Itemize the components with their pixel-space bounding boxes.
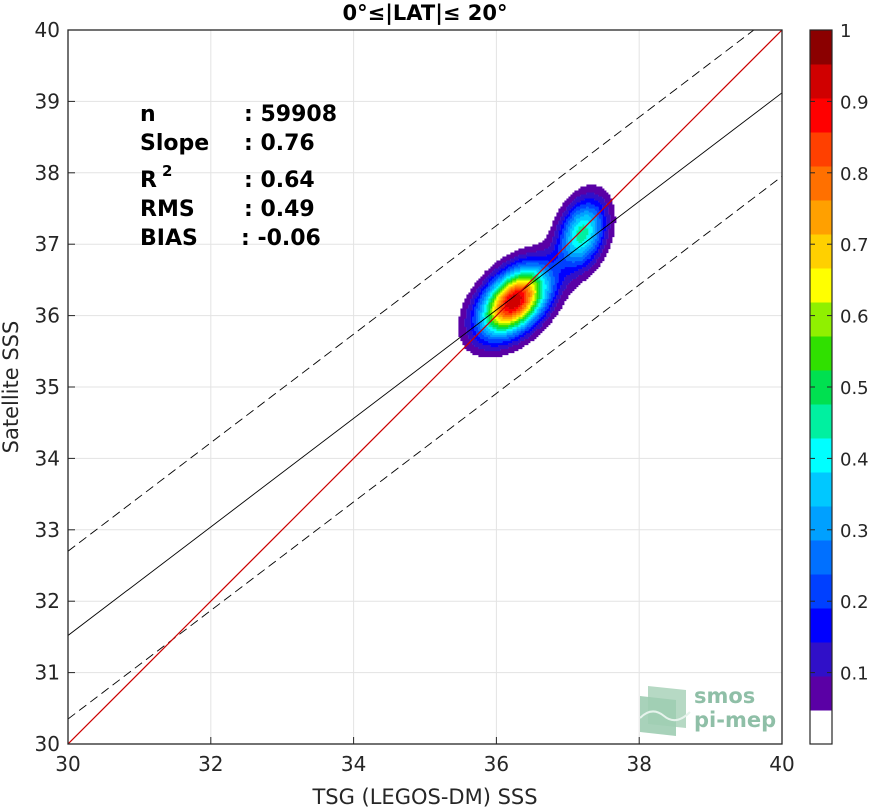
stat-r2-value: : 0.64 xyxy=(244,168,315,193)
stat-slope-value: : 0.76 xyxy=(244,131,315,156)
reference-lines xyxy=(68,30,782,744)
colorbar-swatch xyxy=(810,676,832,711)
density-level-9 xyxy=(486,274,541,330)
stat-n-value: : 59908 xyxy=(244,102,337,127)
stat-n-label: n xyxy=(140,102,156,127)
colorbar-swatch xyxy=(810,642,832,677)
stat-r2-superscript: 2 xyxy=(162,162,172,180)
x-tick-label: 40 xyxy=(769,752,794,776)
colorbar-swatch xyxy=(810,710,832,745)
lower-envelope-line xyxy=(68,176,782,720)
density-level-12 xyxy=(492,280,537,324)
density-level-15 xyxy=(498,286,531,318)
y-tick-label: 36 xyxy=(35,304,60,328)
colorbar-tick-label: 0.8 xyxy=(840,164,869,185)
identity-line xyxy=(68,30,782,744)
logo-line-1: smos xyxy=(694,684,755,708)
colorbar-tick-label: 0.4 xyxy=(840,449,869,470)
colorbar xyxy=(810,30,832,745)
y-tick-label: 34 xyxy=(35,446,60,470)
x-ticks: 30 32 34 36 38 40 xyxy=(55,737,795,776)
density-level-13 xyxy=(494,282,535,322)
colorbar-swatch xyxy=(810,336,832,371)
colorbar-tick-label: 0.5 xyxy=(840,378,869,399)
colorbar-swatch xyxy=(810,98,832,133)
colorbar-tick-label: 0.7 xyxy=(840,235,869,256)
colorbar-tick-label: 0.3 xyxy=(840,521,869,542)
stats-box: n : 59908 Slope : 0.76 R 2 : 0.64 RMS : … xyxy=(140,102,337,251)
stat-rms-value: : 0.49 xyxy=(244,197,315,222)
colorbar-ticks: 0.1 0.2 0.3 0.4 0.5 0.6 0.7 0.8 0.9 1 xyxy=(810,21,869,685)
logo-line-2: pi-mep xyxy=(694,708,776,732)
x-tick-label: 38 xyxy=(626,752,651,776)
colorbar-tick-label: 0.1 xyxy=(840,664,869,685)
colorbar-swatch xyxy=(810,268,832,303)
density-level-1 xyxy=(464,192,611,352)
colorbar-swatch xyxy=(810,540,832,575)
upper-envelope-line xyxy=(68,30,755,552)
y-tick-label: 38 xyxy=(35,161,60,185)
colorbar-swatch xyxy=(810,472,832,507)
x-tick-label: 32 xyxy=(198,752,223,776)
colorbar-swatch xyxy=(810,608,832,643)
colorbar-swatch xyxy=(810,200,832,235)
colorbar-swatch xyxy=(810,132,832,167)
density-level-6 xyxy=(480,214,595,336)
y-tick-label: 37 xyxy=(35,232,60,256)
x-tick-label: 30 xyxy=(55,752,80,776)
chart-title: 0°≤|LAT|≤ 20° xyxy=(342,1,507,26)
y-ticks: 30 31 32 33 34 35 36 37 38 39 40 xyxy=(35,18,75,756)
density-level-10 xyxy=(488,276,539,328)
density-level-16 xyxy=(500,288,527,316)
grid xyxy=(67,29,783,745)
y-tick-label: 31 xyxy=(35,661,60,685)
x-tick-label: 34 xyxy=(341,752,366,776)
y-tick-label: 30 xyxy=(35,732,60,756)
stat-r2-label: R xyxy=(140,168,157,193)
y-tick-label: 40 xyxy=(35,18,60,42)
stat-rms-label: RMS xyxy=(140,197,195,222)
colorbar-tick-label: 0.2 xyxy=(840,592,869,613)
y-tick-label: 35 xyxy=(35,375,60,399)
colorbar-swatch xyxy=(810,404,832,439)
x-tick-label: 36 xyxy=(484,752,509,776)
colorbar-swatch xyxy=(810,64,832,99)
density-level-2 xyxy=(470,198,607,348)
density-level-14 xyxy=(496,284,533,320)
density-level-11 xyxy=(490,278,537,326)
colorbar-tick-label: 0.9 xyxy=(840,92,869,113)
colorbar-swatch xyxy=(810,574,832,609)
colorbar-swatch xyxy=(810,302,832,337)
density-level-5 xyxy=(478,210,597,338)
colorbar-swatch xyxy=(810,438,832,473)
y-axis-label: Satellite SSS xyxy=(0,321,23,454)
colorbar-swatch xyxy=(810,234,832,269)
density-level-17 xyxy=(504,290,525,314)
logo-wave xyxy=(639,710,691,722)
stat-slope-label: Slope xyxy=(140,131,209,156)
colorbar-tick-label: 1 xyxy=(840,21,851,42)
logo-mark-front xyxy=(640,696,676,736)
regression-line xyxy=(68,92,782,636)
y-tick-label: 39 xyxy=(35,89,60,113)
stat-bias-value: : -0.06 xyxy=(241,226,321,251)
y-tick-label: 33 xyxy=(35,518,60,542)
colorbar-swatch xyxy=(810,370,832,405)
stat-bias-label: BIAS xyxy=(140,226,198,251)
y-tick-label: 32 xyxy=(35,589,60,613)
smos-pimep-logo: smos pi-mep xyxy=(639,684,776,736)
colorbar-swatch xyxy=(810,166,832,201)
colorbar-swatch xyxy=(810,30,832,65)
colorbar-swatch xyxy=(810,506,832,541)
colorbar-tick-label: 0.6 xyxy=(840,307,869,328)
x-axis-label: TSG (LEGOS-DM) SSS xyxy=(311,785,537,809)
density-contours xyxy=(458,184,617,358)
density-level-18 xyxy=(506,294,523,310)
